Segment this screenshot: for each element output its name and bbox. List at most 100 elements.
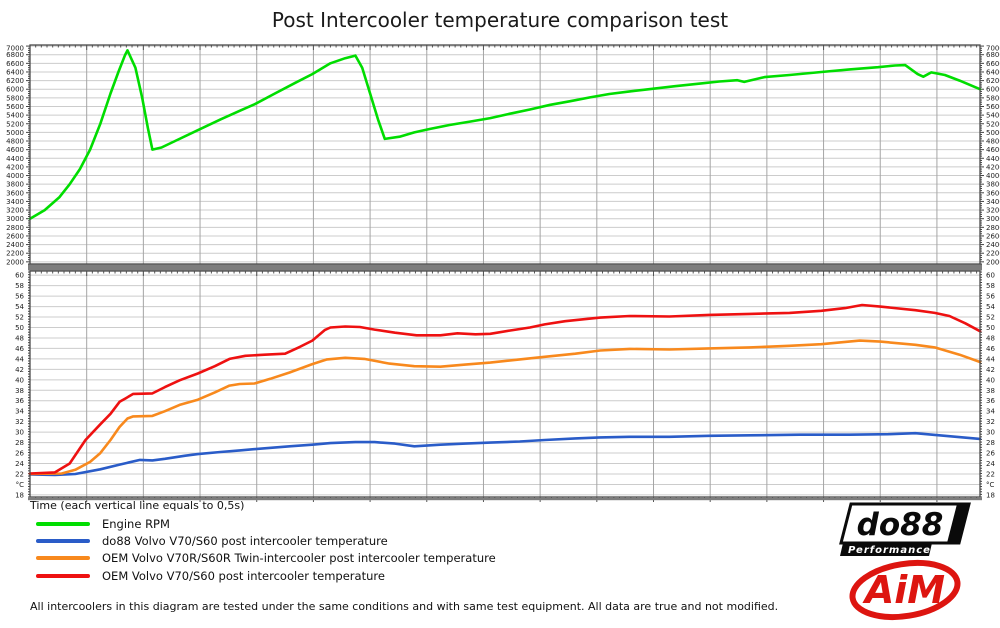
svg-text:18: 18 [15,491,24,499]
do88-volvo-v70-s60-post-intercooler-temperature-curve [28,431,982,477]
svg-text:28: 28 [15,439,24,447]
svg-text:34: 34 [15,408,24,416]
svg-text:7000: 7000 [6,45,24,53]
svg-text:6000: 6000 [6,86,24,94]
engine-rpm-curve [28,49,982,220]
svg-text:2000: 2000 [986,258,1000,266]
svg-text:4600: 4600 [986,146,1000,154]
svg-text:2800: 2800 [6,224,24,232]
x-axis-note: Time (each vertical line equals to 0,5s) [30,499,245,512]
svg-text:50: 50 [15,324,24,332]
svg-text:42: 42 [15,366,24,374]
svg-text:4800: 4800 [6,138,24,146]
svg-text:5000: 5000 [6,129,24,137]
svg-text:50: 50 [986,324,995,332]
svg-text:7000: 7000 [986,45,1000,53]
svg-text:6800: 6800 [986,51,1000,59]
svg-text:60: 60 [986,272,995,280]
svg-text:60: 60 [15,272,24,280]
svg-text:48: 48 [15,334,24,342]
svg-text:2000: 2000 [6,258,24,266]
svg-text:24: 24 [15,460,24,468]
svg-text:6800: 6800 [6,51,24,59]
svg-text:5800: 5800 [6,94,24,102]
svg-text:6400: 6400 [6,68,24,76]
oem-twin-line-swatch [36,556,90,561]
legend-label: OEM Volvo V70R/S60R Twin-intercooler pos… [102,551,496,566]
legend-item-oem-twin: OEM Volvo V70R/S60R Twin-intercooler pos… [36,550,496,567]
svg-text:28: 28 [986,439,995,447]
svg-text:2400: 2400 [986,241,1000,249]
svg-text:2600: 2600 [6,232,24,240]
svg-text:5200: 5200 [986,120,1000,128]
svg-text:3600: 3600 [6,189,24,197]
legend: Engine RPM do88 Volvo V70/S60 post inter… [36,515,496,585]
svg-text:2400: 2400 [6,241,24,249]
svg-text:58: 58 [15,282,24,290]
svg-text:40: 40 [986,376,995,384]
svg-text:4200: 4200 [986,163,1000,171]
svg-text:52: 52 [986,314,995,322]
svg-text:54: 54 [15,303,24,311]
oem-volvo-v70r-s60r-twin-intercooler-post-intercooler-temperature-curve [28,339,982,476]
svg-text:5800: 5800 [986,94,1000,102]
svg-text:42: 42 [986,366,995,374]
aim-logo: AiM [849,560,961,620]
svg-text:2800: 2800 [986,224,1000,232]
svg-text:4400: 4400 [986,155,1000,163]
svg-text:6200: 6200 [986,77,1000,85]
svg-text:48: 48 [986,334,995,342]
svg-text:52: 52 [15,314,24,322]
legend-item-engine-rpm: Engine RPM [36,515,496,532]
svg-text:4800: 4800 [986,138,1000,146]
svg-text:°C: °C [986,481,995,489]
svg-text:6400: 6400 [986,68,1000,76]
aim-logo-text: AiM [862,568,945,612]
svg-text:5200: 5200 [6,120,24,128]
legend-item-do88: do88 Volvo V70/S60 post intercooler temp… [36,532,496,549]
svg-text:5400: 5400 [986,112,1000,120]
svg-text:22: 22 [986,470,995,478]
svg-text:4000: 4000 [986,172,1000,180]
svg-text:6600: 6600 [986,60,1000,68]
svg-text:3400: 3400 [6,198,24,206]
svg-text:°C: °C [16,481,25,489]
svg-text:36: 36 [15,397,24,405]
svg-text:56: 56 [15,293,24,301]
svg-text:4200: 4200 [6,163,24,171]
svg-text:6600: 6600 [6,60,24,68]
svg-text:5600: 5600 [986,103,1000,111]
svg-text:4000: 4000 [6,172,24,180]
do88-logo-subtext: Performance [848,545,931,556]
svg-text:5000: 5000 [986,129,1000,137]
legend-label: Engine RPM [102,516,170,531]
svg-text:32: 32 [986,418,995,426]
chart-canvas: 2000200022002200240024002600260028002800… [6,44,1000,502]
do88-logo-text: do88 [857,507,944,543]
legend-label: do88 Volvo V70/S60 post intercooler temp… [102,534,388,549]
legend-label: OEM Volvo V70/S60 post intercooler tempe… [102,568,385,583]
svg-text:2200: 2200 [986,250,1000,258]
svg-text:58: 58 [986,282,995,290]
svg-text:3200: 3200 [6,207,24,215]
svg-text:46: 46 [986,345,995,353]
svg-text:30: 30 [986,429,995,437]
svg-text:6200: 6200 [6,77,24,85]
svg-text:30: 30 [15,429,24,437]
svg-text:5400: 5400 [6,112,24,120]
legend-item-oem-single: OEM Volvo V70/S60 post intercooler tempe… [36,567,496,584]
svg-text:38: 38 [15,387,24,395]
svg-text:4400: 4400 [6,155,24,163]
svg-text:6000: 6000 [986,86,1000,94]
oem-single-line-swatch [36,573,90,578]
svg-text:3800: 3800 [6,181,24,189]
svg-text:18: 18 [986,491,995,499]
do88-line-swatch [36,539,90,544]
svg-text:32: 32 [15,418,24,426]
svg-text:3400: 3400 [986,198,1000,206]
svg-text:56: 56 [986,293,995,301]
svg-text:3000: 3000 [986,215,1000,223]
svg-text:36: 36 [986,397,995,405]
svg-text:26: 26 [15,450,24,458]
